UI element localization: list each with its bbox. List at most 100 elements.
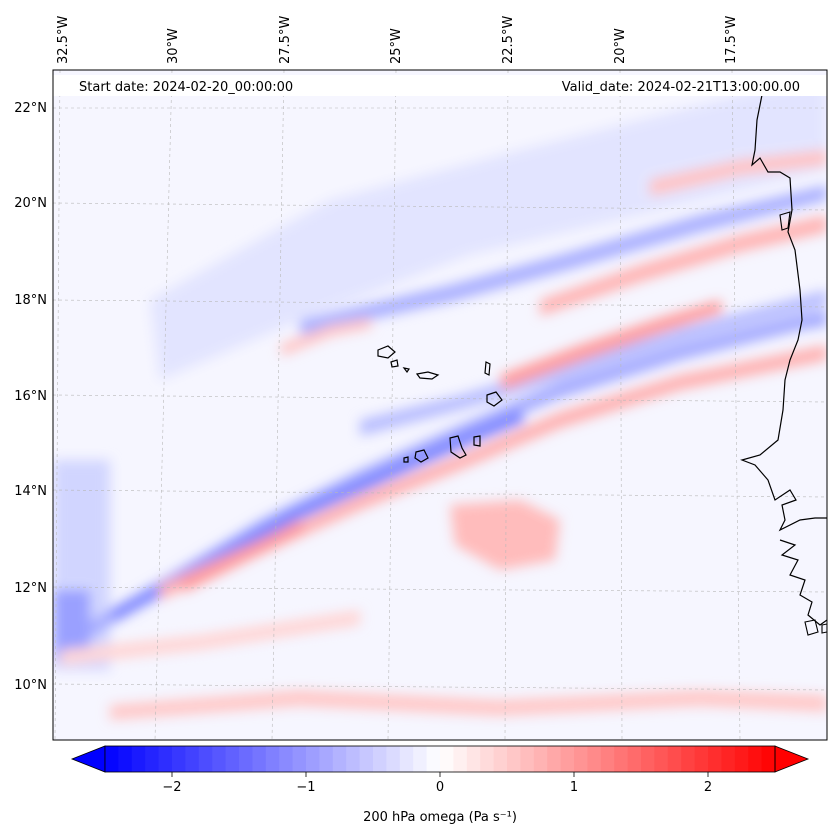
omega-blue-core xyxy=(110,410,525,622)
colorbar-step xyxy=(198,746,213,772)
colorbar-step xyxy=(118,746,133,772)
coastline-cape-blanc xyxy=(779,211,791,231)
start-date-label: Start date: 2024-02-20_00:00:00 xyxy=(79,80,293,95)
colorbar-step xyxy=(306,746,320,772)
colorbar-step xyxy=(185,746,200,772)
latitude-labels: 22°N 20°N 18°N 16°N 14°N 12°N 10°N xyxy=(14,101,47,693)
omega-blue-patch-north xyxy=(150,80,827,380)
colorbar-step xyxy=(547,746,562,772)
map-panel: Start date: 2024-02-20_00:00:00 Valid_da… xyxy=(53,70,827,740)
colorbar-step xyxy=(225,746,240,772)
colorbar-step xyxy=(734,746,749,772)
colorbar-step xyxy=(212,746,227,772)
island-sao-nicolau xyxy=(415,371,440,380)
island-santo-antao xyxy=(377,345,396,359)
colorbar-step xyxy=(172,746,186,772)
omega-red-core xyxy=(180,520,305,592)
lon-label: 20°W xyxy=(613,28,628,64)
colorbar-step xyxy=(426,746,441,772)
colorbar-step xyxy=(614,746,629,772)
colorbar-step xyxy=(560,746,575,772)
lon-label: 32.5°W xyxy=(56,16,71,64)
lat-label: 22°N xyxy=(14,101,47,116)
colorbar-tick-label: −2 xyxy=(162,780,181,795)
colorbar-ticks: −2 −1 0 1 2 xyxy=(162,772,712,795)
colorbar-step xyxy=(533,746,548,772)
omega-red-band-main xyxy=(160,345,827,600)
lat-label: 16°N xyxy=(14,389,47,404)
colorbar-step xyxy=(332,746,347,772)
colorbar-label: 200 hPa omega (Pa s⁻¹) xyxy=(363,810,517,825)
lat-label: 18°N xyxy=(14,293,47,308)
omega-field xyxy=(53,80,827,720)
omega-red-band-sw xyxy=(60,610,360,665)
island-brava xyxy=(403,456,409,463)
coastline-guinea-bissau xyxy=(779,539,827,626)
colorbar-step xyxy=(694,746,709,772)
colorbar-step xyxy=(440,746,454,772)
colorbar-step xyxy=(748,746,763,772)
colorbar-extend-high xyxy=(774,745,810,773)
lat-label: 10°N xyxy=(14,678,47,693)
colorbar-step xyxy=(105,746,119,772)
colorbar-tick-label: 2 xyxy=(704,780,712,795)
colorbar-step xyxy=(252,746,267,772)
lon-label: 30°W xyxy=(166,28,181,64)
omega-red-band-south xyxy=(110,690,827,720)
cape-verde-islands xyxy=(377,345,503,463)
colorbar-tick-label: −1 xyxy=(296,780,315,795)
colorbar-step xyxy=(574,746,588,772)
colorbar-step xyxy=(507,746,521,772)
lon-label: 22.5°W xyxy=(501,16,516,64)
colorbar-step xyxy=(279,746,294,772)
colorbar-steps xyxy=(105,746,776,772)
omega-blue-band-b xyxy=(360,290,827,436)
colorbar-step xyxy=(319,746,334,772)
island-santa-luzia xyxy=(402,367,410,374)
island-santiago xyxy=(449,435,467,459)
colorbar: −2 −1 0 1 2 200 hPa omega (Pa s⁻¹) xyxy=(70,745,810,825)
coastline-islands-bijagos xyxy=(804,619,827,636)
colorbar-step xyxy=(493,746,508,772)
colorbar-step xyxy=(292,746,307,772)
island-maio xyxy=(473,435,481,447)
lon-label: 27.5°W xyxy=(278,16,293,64)
colorbar-step xyxy=(346,746,361,772)
colorbar-step xyxy=(520,746,535,772)
omega-red-band-ne xyxy=(500,300,723,390)
lon-label: 17.5°W xyxy=(724,16,739,64)
omega-red-band-upper xyxy=(540,215,827,316)
omega-blue-core-west xyxy=(53,590,90,660)
colorbar-step xyxy=(373,746,387,772)
colorbar-step xyxy=(667,746,682,772)
coastline-west-africa xyxy=(740,79,827,532)
colorbar-step xyxy=(466,746,481,772)
colorbar-step xyxy=(453,746,468,772)
colorbar-step xyxy=(399,746,414,772)
colorbar-step xyxy=(480,746,495,772)
colorbar-step xyxy=(359,746,374,772)
omega-blue-band-a xyxy=(300,185,827,335)
island-sao-vicente xyxy=(390,359,399,368)
colorbar-step xyxy=(627,746,642,772)
map-frame xyxy=(52,69,828,741)
valid-date-label: Valid_date: 2024-02-21T13:00:00.00 xyxy=(562,80,800,95)
colorbar-step xyxy=(600,746,615,772)
colorbar-step xyxy=(587,746,602,772)
omega-red-band-top xyxy=(650,150,827,196)
colorbar-step xyxy=(239,746,253,772)
omega-red-band-central xyxy=(280,318,372,356)
colorbar-step xyxy=(761,746,776,772)
omega-red-blob xyxy=(450,500,560,570)
island-sal xyxy=(484,361,491,376)
colorbar-step xyxy=(145,746,160,772)
colorbar-step xyxy=(681,746,696,772)
colorbar-step xyxy=(265,746,280,772)
colorbar-step xyxy=(131,746,146,772)
island-boa-vista xyxy=(486,391,503,407)
longitude-labels: 32.5°W 30°W 27.5°W 25°W 22.5°W 20°W 17.5… xyxy=(56,16,739,64)
lon-label: 25°W xyxy=(389,28,404,64)
colorbar-tick-label: 1 xyxy=(570,780,578,795)
colorbar-step xyxy=(654,746,669,772)
